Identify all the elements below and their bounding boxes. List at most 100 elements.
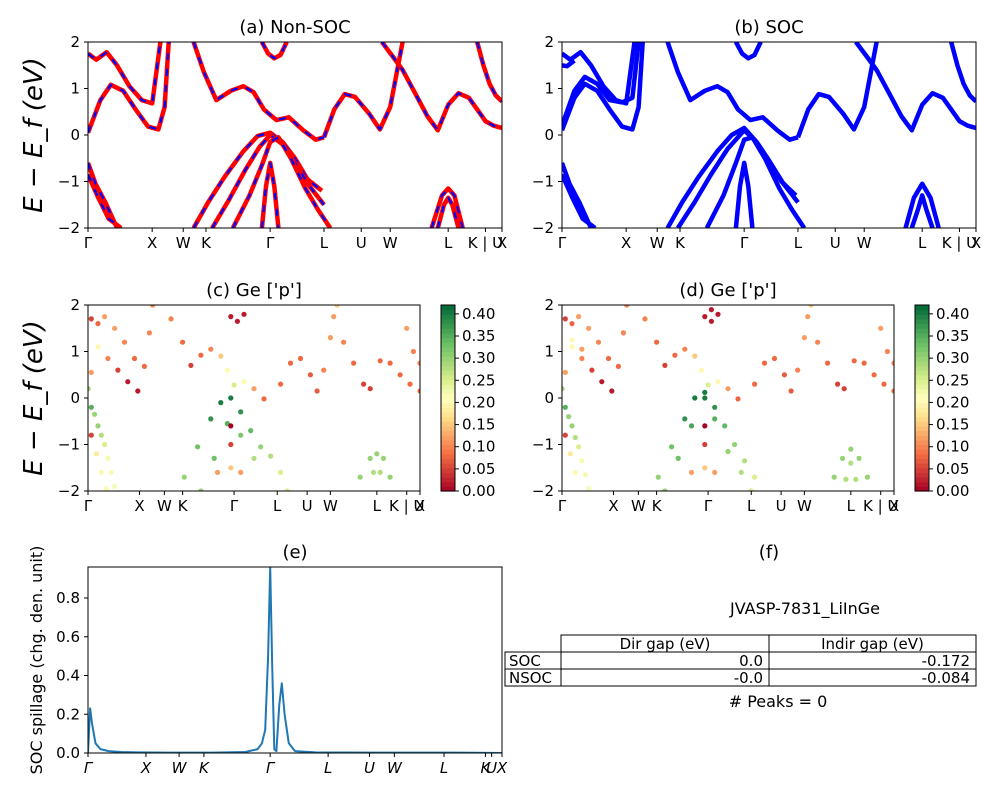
projection-point — [843, 476, 849, 482]
y-tick-label: −1 — [58, 173, 80, 191]
colorbar-segment — [915, 384, 929, 390]
colorbar-segment — [441, 309, 455, 315]
projection-point — [705, 382, 711, 388]
band-line-soc-overlay-4 — [192, 42, 325, 141]
colorbar-d: 0.00 0.05 0.10 0.15 0.20 0.25 0.30 0.35 0.40 — [914, 304, 969, 500]
band-line-soc-15 — [909, 193, 935, 228]
x-tick-label: K — [481, 759, 492, 777]
projection-point — [181, 474, 187, 480]
colorbar-segment — [441, 398, 455, 404]
colorbar-segment — [441, 342, 455, 348]
projection-point — [410, 348, 416, 355]
plot-area-e — [88, 567, 502, 753]
projection-point — [576, 314, 582, 320]
colorbar-tick-label: 0.15 — [936, 416, 969, 434]
projection-point — [642, 316, 648, 322]
projection-point — [672, 352, 678, 358]
x-tick-label: X — [608, 497, 618, 515]
x-tick-label: K — [178, 497, 189, 515]
projection-point — [278, 469, 284, 475]
projection-point — [871, 372, 877, 378]
colorbar-segment — [441, 356, 455, 362]
colorbar-segment — [441, 393, 455, 399]
projection-point — [231, 382, 237, 388]
x-tick-label: X — [134, 497, 144, 515]
projection-point — [112, 325, 118, 331]
projection-point — [861, 360, 867, 366]
projection-point — [341, 339, 347, 345]
band-line-soc-overlay-8 — [231, 136, 332, 228]
projection-point — [251, 455, 257, 461]
projection-point — [692, 395, 698, 401]
projection-point — [831, 474, 837, 480]
colorbar-segment — [441, 425, 455, 432]
projection-point — [715, 311, 721, 317]
band-line-soc-overlay-11 — [381, 42, 502, 132]
projection-point — [141, 363, 147, 369]
colorbar-segment — [915, 398, 929, 404]
projection-point — [331, 314, 337, 320]
projection-point — [367, 455, 373, 461]
band-line-soc-3 — [562, 58, 576, 69]
projection-point — [669, 444, 675, 450]
projection-point — [357, 474, 363, 480]
y-tick-label: 1 — [544, 343, 554, 361]
projection-point — [238, 409, 244, 415]
projection-point — [712, 469, 718, 475]
projection-point — [370, 469, 377, 475]
colorbar-segment — [915, 416, 929, 422]
band-line-soc-overlay-14 — [476, 42, 502, 103]
colorbar-segment — [441, 435, 455, 441]
band-line-soc-1 — [562, 42, 641, 127]
plot-area-d — [562, 305, 894, 491]
projection-point — [102, 441, 108, 448]
projection-point — [278, 381, 284, 387]
projection-point — [738, 469, 744, 475]
band-line-soc-10 — [704, 135, 807, 228]
colorbar-tick-label: 0.00 — [936, 482, 969, 500]
table-cell-indir-gap: -0.084 — [922, 669, 970, 687]
projection-point — [715, 379, 721, 385]
projection-point — [595, 339, 602, 345]
projection-point — [387, 360, 393, 366]
y-tick-label: −2 — [532, 219, 554, 237]
table-col-header: Dir gap (eV) — [620, 635, 711, 653]
band-line-soc-overlay-2 — [88, 162, 119, 228]
projection-point — [586, 325, 592, 331]
projection-point — [268, 453, 274, 459]
colorbar-segment — [441, 323, 455, 329]
y-tick-label: −1 — [532, 436, 554, 454]
projection-point — [314, 388, 320, 394]
projection-point — [180, 339, 186, 345]
projection-point — [93, 451, 99, 457]
projection-point — [742, 458, 748, 464]
colorbar-segment — [441, 416, 455, 422]
colorbar-segment — [441, 467, 455, 473]
colorbar-segment — [441, 449, 455, 455]
x-tick-label: W — [387, 759, 403, 777]
colorbar-segment — [915, 444, 929, 450]
band-line-soc-6 — [665, 42, 799, 142]
projection-point — [725, 448, 731, 455]
projection-point — [752, 381, 758, 387]
projection-point — [297, 355, 304, 362]
projection-point — [748, 488, 754, 491]
colorbar-segment — [441, 332, 455, 339]
projection-point — [848, 460, 854, 466]
projection-point — [228, 465, 234, 471]
peaks-note: # Peaks = 0 — [729, 692, 828, 711]
projection-point — [150, 305, 156, 308]
band-line-soc-16 — [949, 42, 976, 104]
colorbar-segment — [915, 472, 929, 478]
colorbar-segment — [915, 332, 929, 339]
projection-point — [95, 344, 101, 350]
projection-point — [208, 416, 214, 422]
colorbar-segment — [915, 467, 929, 473]
projection-point — [287, 360, 294, 366]
projection-point — [682, 416, 688, 422]
colorbar-segment — [915, 360, 929, 367]
colorbar-segment — [915, 370, 929, 376]
projection-point — [781, 372, 788, 378]
x-tick-label: Γ — [704, 497, 713, 515]
